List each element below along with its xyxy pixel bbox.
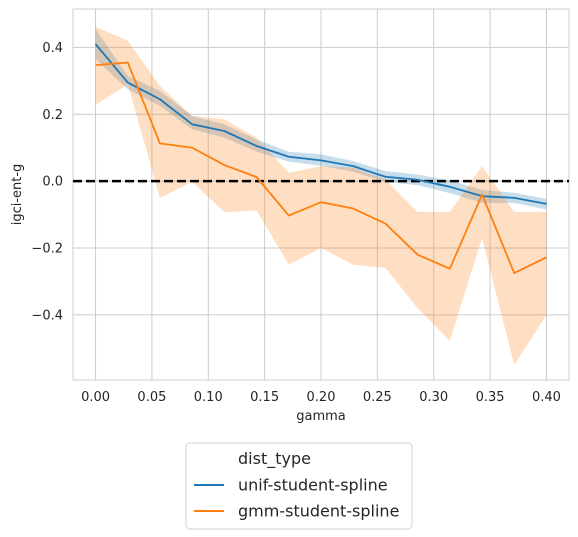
y-tick-label: 0.0 [42,175,63,190]
y-tick-label: 0.4 [42,41,63,56]
x-tick-label: 0.40 [532,390,561,405]
x-tick-label: 0.10 [194,390,223,405]
legend-label-gmm-student-spline: gmm-student-spline [238,502,399,521]
x-tick-label: 0.25 [363,390,392,405]
x-tick-label: 0.20 [307,390,336,405]
x-tick-label: 0.30 [419,390,448,405]
legend: dist_type unif-student-spline gmm-student… [185,442,413,530]
series-lines [94,43,547,274]
x-tick-label: 0.15 [250,390,279,405]
legend-box [185,442,413,530]
x-tick-label: 0.35 [476,390,505,405]
legend-title: dist_type [238,449,311,469]
y-tick-label: 0.2 [42,108,63,123]
x-tick-label: 0.00 [81,390,110,405]
y-axis-label: igci-ent-g [10,164,25,226]
legend-items: unif-student-spline gmm-student-spline [194,476,399,521]
y-tick-label: −0.2 [31,241,63,256]
legend-label-unif-student-spline: unif-student-spline [238,476,388,495]
x-axis-label: gamma [296,409,346,424]
confidence-band-gmm-student-spline [95,26,547,365]
x-tick-label: 0.05 [137,390,166,405]
series-line-gmm-student-spline [95,61,547,274]
series-line-unif-student-spline [94,43,547,205]
y-tick-label: −0.4 [31,308,63,323]
tick-labels: 0.00 0.05 0.10 0.15 0.20 0.25 0.30 0.35 0.40 −0.4… [31,41,561,405]
